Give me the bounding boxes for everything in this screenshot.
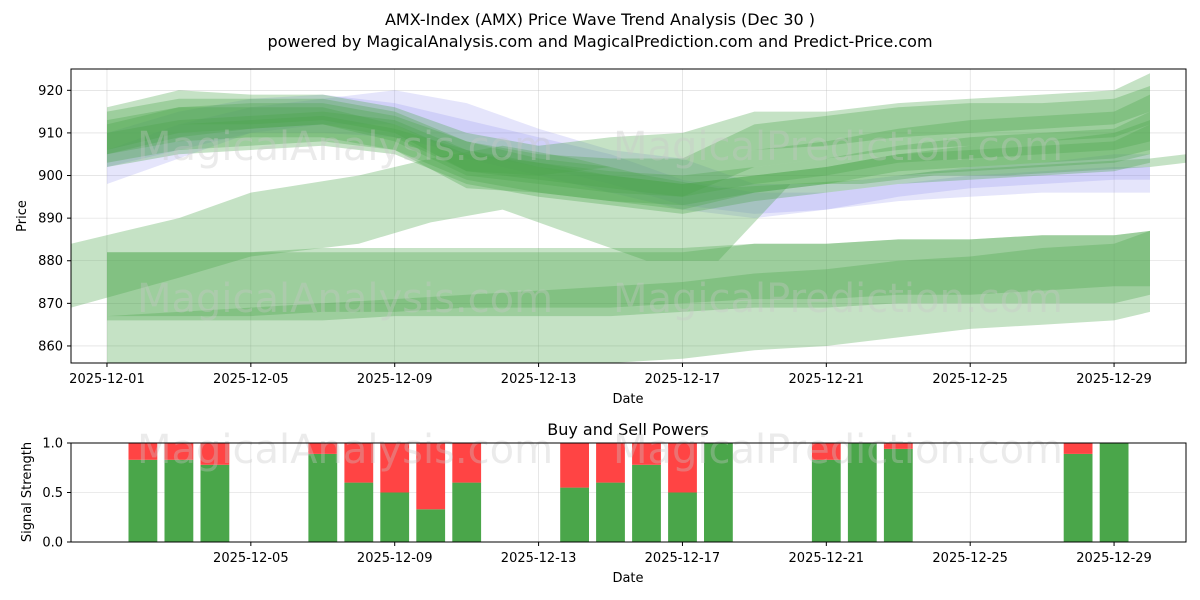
signal-x-tick-label: 2025-12-25 xyxy=(932,551,1008,566)
green-price-band-7 xyxy=(107,115,1150,214)
sell-bar xyxy=(811,443,841,460)
sell-bar xyxy=(308,443,338,454)
green-price-band-9 xyxy=(107,230,1150,317)
green-price-band-10 xyxy=(107,230,1150,321)
price-x-tick-label: 2025-12-21 xyxy=(789,372,865,387)
sell-bar xyxy=(452,443,482,483)
buy-bar xyxy=(883,448,913,542)
buy-bar xyxy=(1063,453,1093,542)
sell-bar xyxy=(632,443,661,465)
price-chart: MagicalAnalysis.com MagicalPrediction.co… xyxy=(15,68,1187,407)
price-x-tick-label: 2025-12-01 xyxy=(69,372,145,387)
price-x-tick-label: 2025-12-17 xyxy=(645,372,721,387)
price-x-label: Date xyxy=(612,392,643,407)
price-y-label: Price xyxy=(15,200,30,232)
price-y-tick-label: 910 xyxy=(38,126,63,141)
watermark-prediction-bottom: MagicalPrediction.com xyxy=(613,427,1063,473)
buy-bar xyxy=(811,459,841,542)
buy-bar xyxy=(452,482,482,542)
sell-bar xyxy=(380,443,410,493)
watermark-prediction-top: MagicalPrediction.com xyxy=(613,124,1063,170)
buy-bar xyxy=(200,464,230,542)
signal-chart: Buy and Sell Powers MagicalAnalysis.com … xyxy=(20,420,1187,586)
green-price-band-8 xyxy=(71,145,1186,308)
buy-bar xyxy=(344,482,374,542)
chart-title-line1: AMX-Index (AMX) Price Wave Trend Analysi… xyxy=(385,10,815,29)
price-y-ticks: 860 870 880 890 900 910 920 xyxy=(38,84,71,354)
blue-price-band-1 xyxy=(107,94,1150,214)
buy-bar xyxy=(632,464,661,542)
watermark-analysis-top: MagicalAnalysis.com xyxy=(137,124,553,170)
green-price-band-4 xyxy=(107,94,1150,197)
watermark-analysis-mid: MagicalAnalysis.com xyxy=(137,276,553,322)
buy-bar xyxy=(308,453,338,542)
price-grid xyxy=(71,69,1186,363)
signal-x-tick-label: 2025-12-21 xyxy=(789,551,865,566)
green-price-band-11 xyxy=(107,230,1150,363)
buy-bar xyxy=(416,509,446,542)
price-y-tick-label: 870 xyxy=(38,297,63,312)
price-band-layer xyxy=(71,73,1186,363)
sell-bar xyxy=(128,443,158,460)
price-bands xyxy=(71,73,1186,363)
green-price-band-3 xyxy=(107,86,1150,197)
watermark-analysis-bottom: MagicalAnalysis.com xyxy=(137,427,553,473)
buy-bar xyxy=(596,482,625,542)
sell-bar xyxy=(1063,443,1093,454)
sell-bar xyxy=(164,443,194,460)
buy-bar xyxy=(1099,443,1129,542)
price-y-tick-label: 880 xyxy=(38,254,63,269)
price-x-tick-label: 2025-12-05 xyxy=(213,372,289,387)
price-y-tick-label: 860 xyxy=(38,339,63,354)
price-y-tick-label: 920 xyxy=(38,84,63,99)
sell-bar xyxy=(344,443,374,483)
signal-x-tick-label: 2025-12-05 xyxy=(213,551,289,566)
watermark-prediction-mid: MagicalPrediction.com xyxy=(613,276,1063,322)
signal-y-label: Signal Strength xyxy=(20,442,35,542)
price-y-tick-label: 900 xyxy=(38,169,63,184)
buy-bar xyxy=(128,459,158,542)
signal-x-label: Date xyxy=(612,571,643,586)
signal-y-tick-label: 1.0 xyxy=(42,437,63,452)
sell-bar xyxy=(560,443,589,488)
signal-x-ticks: 2025-12-05 2025-12-09 2025-12-13 2025-12-17… xyxy=(213,542,1152,566)
signal-x-tick-label: 2025-12-13 xyxy=(501,551,577,566)
price-plot-frame xyxy=(70,68,1187,364)
signal-x-tick-label: 2025-12-29 xyxy=(1076,551,1152,566)
blue-price-band-0 xyxy=(107,90,1150,219)
buy-bar xyxy=(847,443,877,542)
sell-bar xyxy=(596,443,625,483)
chart-title-line2: powered by MagicalAnalysis.com and Magic… xyxy=(267,32,932,51)
price-y-tick-label: 890 xyxy=(38,212,63,227)
buy-bar xyxy=(164,459,194,542)
green-price-band-6 xyxy=(107,107,1150,210)
price-x-tick-label: 2025-12-13 xyxy=(501,372,577,387)
green-price-band-2 xyxy=(107,73,1150,176)
sell-bar xyxy=(668,443,697,493)
signal-y-tick-label: 0.0 xyxy=(42,536,63,551)
signal-title: Buy and Sell Powers xyxy=(547,420,709,439)
price-x-ticks: 2025-12-01 2025-12-05 2025-12-09 2025-12-13… xyxy=(69,363,1152,387)
buy-bar xyxy=(704,443,733,542)
buy-bar xyxy=(560,487,589,542)
sell-bar xyxy=(416,443,446,510)
signal-bars xyxy=(128,443,1129,542)
buy-bar xyxy=(668,492,697,542)
sell-bar xyxy=(200,443,230,465)
signal-y-ticks: 0.0 0.5 1.0 xyxy=(42,437,71,551)
green-price-band-5 xyxy=(107,111,1150,206)
signal-x-tick-label: 2025-12-09 xyxy=(357,551,433,566)
signal-y-tick-label: 0.5 xyxy=(42,486,63,501)
price-x-tick-label: 2025-12-09 xyxy=(357,372,433,387)
buy-bar xyxy=(380,492,410,542)
signal-x-tick-label: 2025-12-17 xyxy=(645,551,721,566)
sell-bar xyxy=(883,443,913,449)
price-x-tick-label: 2025-12-29 xyxy=(1076,372,1152,387)
price-x-tick-label: 2025-12-25 xyxy=(932,372,1008,387)
